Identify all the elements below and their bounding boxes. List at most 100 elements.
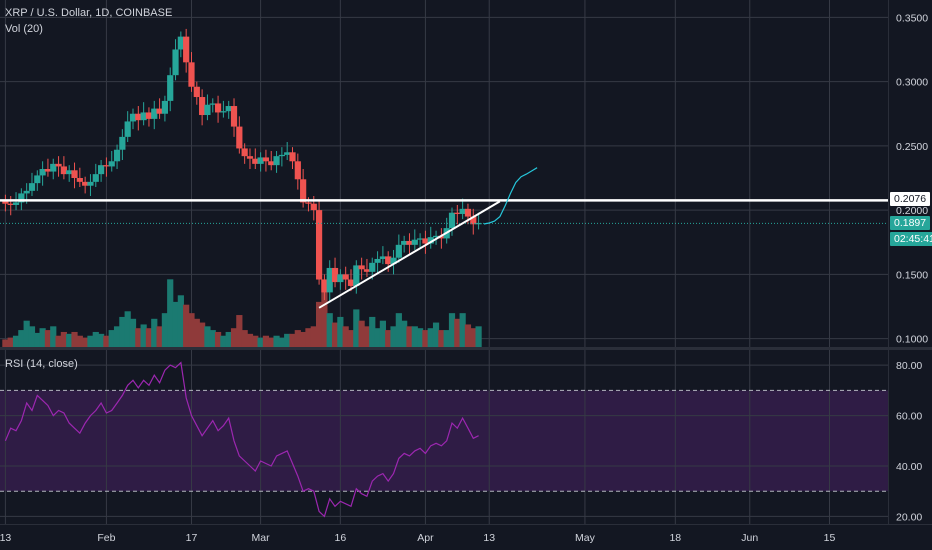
volume-bar (214, 331, 222, 347)
price-axis-label: 0.2000 (896, 205, 928, 217)
volume-bar (209, 330, 216, 347)
volume-bar (60, 331, 67, 347)
candle-body (257, 157, 264, 164)
candle-body (230, 106, 238, 127)
candle-body (28, 183, 36, 191)
volume-bar (278, 337, 285, 347)
candle-body (448, 212, 456, 229)
candle-body (199, 97, 206, 116)
candle-body (236, 126, 243, 149)
volume-bar (369, 316, 376, 347)
time-axis-label: Apr (417, 532, 434, 544)
volume-bar (156, 326, 163, 347)
candle-body (145, 112, 153, 119)
volume-legend[interactable]: Vol (20) (5, 23, 43, 35)
candle-body (161, 100, 169, 114)
volume-bar (87, 335, 94, 347)
rsi-axis-label: 80.00 (896, 360, 922, 372)
candle-body (50, 163, 57, 172)
candle-body (417, 238, 424, 240)
volume-bar (326, 313, 333, 347)
candle-body (103, 165, 110, 167)
candle-body (12, 202, 20, 205)
candle-body (369, 262, 376, 272)
candle-body (225, 106, 232, 112)
volume-bar (135, 328, 142, 347)
volume-bar (300, 331, 307, 347)
volume-bar (204, 326, 211, 347)
candle-body (71, 170, 78, 178)
candle-body (326, 267, 333, 293)
candle-body (273, 156, 280, 166)
candle-body (395, 244, 402, 258)
price-axis-label: 0.2500 (896, 141, 928, 153)
volume-bar (422, 330, 429, 347)
candle-body (2, 199, 9, 204)
current-price-tag: 0.1897 (890, 216, 931, 231)
candle-body (358, 265, 365, 270)
volume-bar (294, 330, 301, 347)
volume-bar (76, 335, 83, 347)
support-trendline (318, 200, 501, 309)
candle-body (124, 121, 131, 137)
candle-body (108, 161, 115, 167)
candle-body (167, 75, 174, 101)
volume-bar (321, 279, 328, 347)
candle-body (60, 166, 67, 175)
candle-body (379, 256, 386, 259)
candle-body (310, 203, 317, 211)
rsi-line (4, 361, 479, 518)
volume-bar (390, 326, 397, 347)
volume-bar (225, 331, 232, 347)
volume-bar (55, 335, 62, 347)
candle-body (331, 267, 339, 283)
candle-body (55, 163, 62, 167)
candle-body (7, 203, 14, 205)
candle-body (76, 177, 83, 182)
candle-body (353, 265, 360, 286)
candle-body (401, 240, 408, 245)
candle-body (278, 154, 285, 157)
time-axis-label: Mar (252, 532, 271, 544)
volume-bar (374, 328, 381, 347)
volume-bar (310, 326, 317, 347)
candle-body (119, 136, 126, 150)
volume-bar (411, 326, 418, 347)
candle-body (82, 181, 89, 186)
rsi-legend[interactable]: RSI (14, close) (5, 358, 78, 370)
candle-body (427, 237, 434, 244)
symbol-title[interactable]: XRP / U.S. Dollar, 1D, COINBASE (5, 7, 173, 19)
volume-bar (475, 326, 482, 347)
price-axis-label: 0.3500 (896, 12, 928, 24)
candle-body (454, 212, 461, 214)
candle-body (87, 181, 94, 186)
volume-bar (358, 320, 365, 347)
volume-bar (230, 328, 238, 347)
candle-body (188, 62, 195, 87)
price-axis-label: 0.3000 (896, 77, 928, 89)
time-axis-label: Feb (97, 532, 115, 544)
volume-bar (284, 333, 291, 347)
volume-bar (395, 313, 402, 347)
volume-bar (427, 328, 434, 347)
volume-bar (246, 333, 254, 347)
candle-body (193, 86, 200, 98)
candle-body (214, 103, 222, 113)
candle-body (406, 240, 413, 245)
candle-body (129, 113, 137, 122)
volume-bar (183, 304, 190, 347)
candle-body (44, 169, 52, 172)
candle-body (347, 279, 355, 286)
candle-body (252, 158, 259, 164)
volume-bar (220, 335, 227, 347)
volume-bar (315, 301, 323, 347)
candle-body (220, 111, 227, 113)
volume-bar (401, 320, 408, 347)
candle-body (294, 161, 301, 180)
volume-bar (28, 326, 36, 347)
time-axis-label: 15 (824, 532, 836, 544)
volume-bar (268, 337, 275, 347)
candle-body (18, 193, 25, 203)
